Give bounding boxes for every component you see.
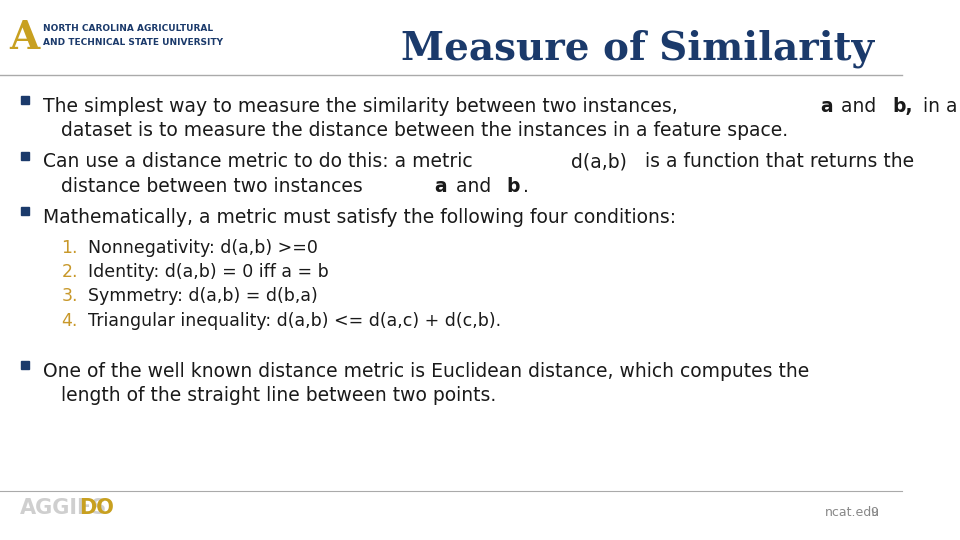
Text: 4.: 4.	[61, 312, 78, 329]
Text: Symmetry: d(a,b) = d(b,a): Symmetry: d(a,b) = d(b,a)	[88, 287, 318, 305]
Text: and: and	[835, 97, 882, 116]
Text: .: .	[523, 177, 529, 195]
Text: b: b	[507, 177, 520, 195]
Text: a: a	[434, 177, 447, 195]
Text: is a function that returns the: is a function that returns the	[639, 152, 914, 171]
Text: DO: DO	[80, 498, 114, 518]
Text: d(a,b): d(a,b)	[571, 152, 627, 171]
Text: length of the straight line between two points.: length of the straight line between two …	[61, 386, 496, 405]
Text: and: and	[449, 177, 497, 195]
Text: The simplest way to measure the similarity between two instances,: The simplest way to measure the similari…	[43, 97, 684, 116]
Text: 3.: 3.	[61, 287, 78, 305]
Text: a: a	[820, 97, 832, 116]
Text: NORTH CAROLINA AGRICULTURAL
AND TECHNICAL STATE UNIVERSITY: NORTH CAROLINA AGRICULTURAL AND TECHNICA…	[43, 24, 224, 46]
Text: One of the well known distance metric is Euclidean distance, which computes the: One of the well known distance metric is…	[43, 362, 809, 381]
Text: 9: 9	[870, 506, 878, 519]
Text: 2.: 2.	[61, 263, 78, 281]
Text: ncat.edu: ncat.edu	[825, 506, 880, 519]
Text: A: A	[9, 19, 39, 57]
Text: AGGIES: AGGIES	[20, 498, 108, 518]
Text: Identity: d(a,b) = 0 iff a = b: Identity: d(a,b) = 0 iff a = b	[88, 263, 329, 281]
Text: b,: b,	[893, 97, 913, 116]
Text: Mathematically, a metric must satisfy the following four conditions:: Mathematically, a metric must satisfy th…	[43, 208, 677, 227]
Text: Measure of Similarity: Measure of Similarity	[401, 30, 875, 68]
Text: Nonnegativity: d(a,b) >=0: Nonnegativity: d(a,b) >=0	[88, 239, 318, 256]
Text: Triangular inequality: d(a,b) <= d(a,c) + d(c,b).: Triangular inequality: d(a,b) <= d(a,c) …	[88, 312, 501, 329]
Text: distance between two instances: distance between two instances	[61, 177, 369, 195]
Text: 1.: 1.	[61, 239, 78, 256]
Text: dataset is to measure the distance between the instances in a feature space.: dataset is to measure the distance betwe…	[61, 122, 788, 140]
Text: Can use a distance metric to do this: a metric: Can use a distance metric to do this: a …	[43, 152, 479, 171]
Text: in a: in a	[917, 97, 958, 116]
